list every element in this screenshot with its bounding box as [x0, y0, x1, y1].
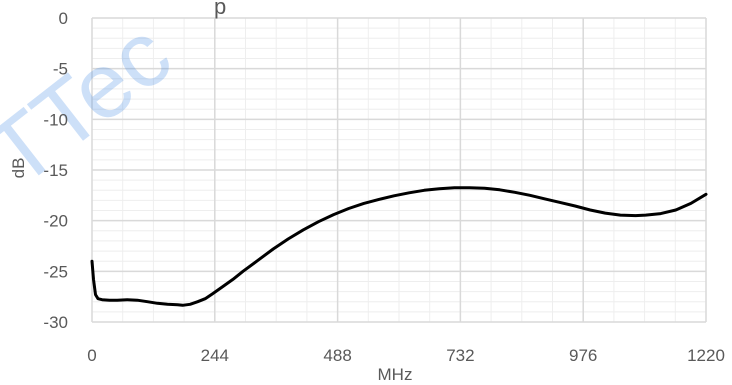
y-tick-label: 0	[59, 9, 68, 28]
series-line	[90, 186, 708, 307]
x-axis-label: MHz	[378, 365, 413, 384]
x-tick-label: 0	[87, 346, 96, 365]
chart-title: p	[214, 0, 226, 19]
x-tick-label: 244	[201, 346, 229, 365]
watermark-text: TTec	[0, 3, 189, 206]
x-tick-label: 732	[446, 346, 474, 365]
x-tick-label: 1220	[687, 346, 725, 365]
grid	[91, 17, 707, 323]
x-tick-label: 488	[323, 346, 351, 365]
y-axis-label: dB	[9, 158, 28, 179]
y-axis-ticks: 0 -5 -10 -15 -20 -25 -30	[43, 9, 68, 332]
y-tick-label: -15	[43, 161, 68, 180]
y-tick-label: -5	[53, 60, 68, 79]
x-tick-label: 976	[569, 346, 597, 365]
x-axis-ticks: 0 244 488 732 976 1220	[87, 346, 725, 365]
y-tick-label: -25	[43, 262, 68, 281]
y-tick-label: -10	[43, 110, 68, 129]
watermark: TTec	[0, 3, 189, 206]
y-tick-label: -30	[43, 313, 68, 332]
y-tick-label: -20	[43, 212, 68, 231]
